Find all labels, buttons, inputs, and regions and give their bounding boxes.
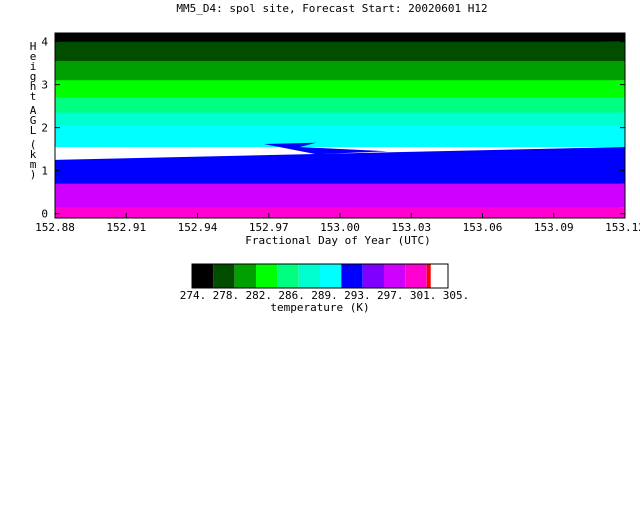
x-tick-label: 153.06	[463, 221, 503, 234]
x-axis-label: Fractional Day of Year (UTC)	[245, 234, 430, 247]
colorbar-frame	[191, 263, 449, 289]
y-axis-label-char: m	[30, 158, 37, 171]
x-tick-label: 153.12	[605, 221, 640, 234]
colorbar: 274. 278. 282. 286. 289. 293. 297. 301. 305.	[180, 263, 470, 302]
colorbar-swatch	[341, 264, 363, 288]
colorbar-tick-label: 305.	[443, 289, 470, 302]
colorbar-swatch	[277, 264, 299, 288]
colorbar-tick-label: 293.	[344, 289, 371, 302]
contour-band-2	[55, 147, 625, 184]
x-tick-label: 152.88	[35, 221, 75, 234]
y-axis-label-char: g	[30, 70, 37, 83]
colorbar-swatch	[234, 264, 256, 288]
colorbar-swatch	[384, 264, 406, 288]
x-tick-label: 152.91	[106, 221, 146, 234]
colorbar-swatch	[213, 264, 235, 288]
colorbar-tick-label: 286.	[278, 289, 305, 302]
colorbar-tick-label: 278.	[213, 289, 240, 302]
x-tick-label: 152.94	[178, 221, 218, 234]
y-tick-label: 1	[41, 165, 48, 178]
colorbar-tick-label: 274.	[180, 289, 207, 302]
y-axis-label-char: (	[30, 138, 37, 151]
y-tick-label: 3	[41, 79, 48, 92]
colorbar-swatch	[256, 264, 278, 288]
colorbar-swatch	[362, 264, 384, 288]
contour-band-8	[55, 39, 625, 61]
colorbar-swatch	[320, 264, 342, 288]
y-axis-label-char: A	[30, 104, 37, 117]
y-axis-label-char: )	[30, 168, 37, 181]
chart-title: MM5_D4: spol site, Forecast Start: 20020…	[176, 2, 487, 15]
y-axis-label-char: h	[30, 80, 37, 93]
y-tick-label: 2	[41, 122, 48, 135]
y-axis-label-char: k	[30, 148, 37, 161]
colorbar-swatch	[426, 264, 431, 288]
y-axis-label-char: H	[30, 40, 37, 53]
colorbar-label: temperature (K)	[270, 301, 369, 314]
y-tick-label: 4	[41, 36, 48, 49]
x-tick-label: 152.97	[249, 221, 289, 234]
colorbar-swatch	[192, 264, 214, 288]
y-axis-label: H e i g h t A G L ( k m )	[30, 40, 37, 181]
contour-intrusion	[264, 142, 388, 155]
colorbar-swatch	[405, 264, 427, 288]
colorbar-swatch	[298, 264, 320, 288]
colorbar-tick-label: 289.	[311, 289, 338, 302]
y-axis-label-char: i	[30, 60, 37, 73]
y-axis-label-char: L	[30, 124, 37, 137]
x-tick-label: 153.00	[320, 221, 360, 234]
x-tick-label: 153.03	[391, 221, 431, 234]
y-tick-label: 0	[41, 208, 48, 221]
contour-band-7	[55, 56, 625, 81]
colorbar-tick-label: 301.	[410, 289, 437, 302]
x-tick-label: 153.09	[534, 221, 574, 234]
colorbar-tick-label: 282.	[246, 289, 273, 302]
y-axis-label-char: t	[30, 90, 37, 103]
y-axis-label-char: e	[30, 50, 37, 63]
plot-area: 152.88 152.91 152.94 152.97 153.00 153.03 153.…	[35, 32, 640, 234]
y-axis-label-char: G	[30, 114, 37, 127]
colorbar-tick-label: 297.	[377, 289, 404, 302]
contour-band-3	[55, 121, 625, 147]
